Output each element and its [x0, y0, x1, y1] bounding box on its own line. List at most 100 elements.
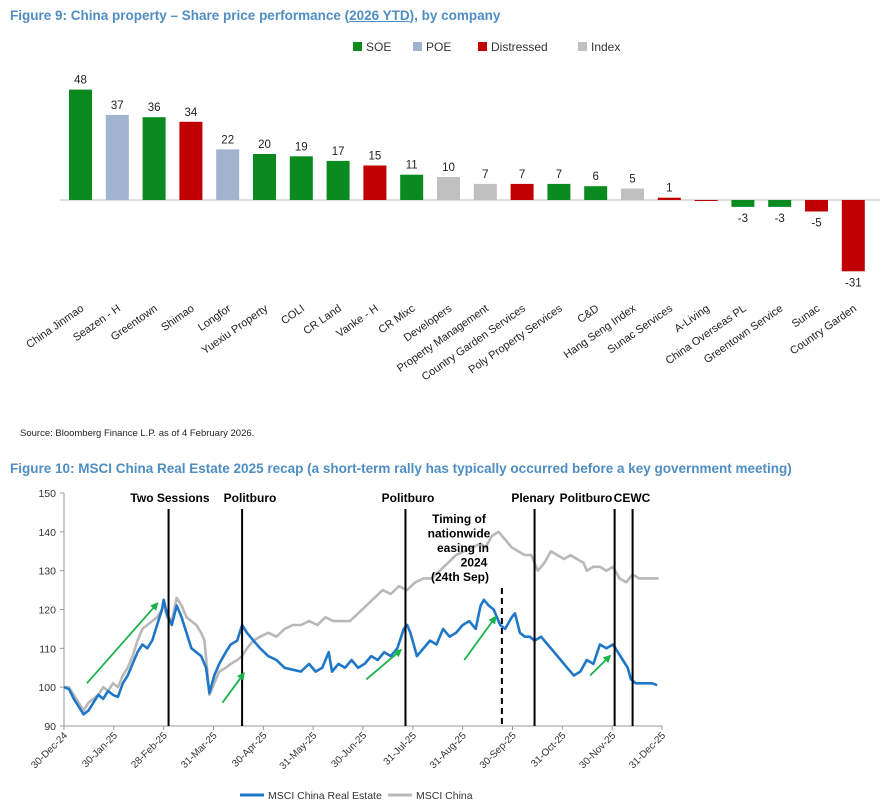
x-tick-label: 30-Nov-25 — [577, 730, 618, 771]
bar-value-label: 15 — [369, 151, 382, 163]
x-tick-label: 30-Sep-25 — [478, 730, 519, 771]
event-label-two-sessions: Two Sessions — [130, 491, 209, 505]
bar-value-label: -5 — [811, 218, 821, 230]
bar-value-label: 22 — [221, 134, 234, 146]
bar-value-label: 36 — [148, 102, 161, 114]
x-tick-label: 31-Dec-25 — [627, 730, 668, 771]
y-tick-label: 130 — [38, 566, 56, 578]
bar-greentown-service — [768, 200, 792, 207]
bar-value-label: 6 — [592, 171, 598, 183]
x-tick-label: 31-May-25 — [278, 730, 320, 772]
legend-label-distressed: Distressed — [491, 40, 548, 54]
bar-chart-legend: SOE POE Distressed Index — [353, 40, 620, 54]
event-label-politburo: Politburo — [224, 491, 277, 505]
legend-swatch-distressed — [478, 42, 487, 51]
bar-value-label: -3 — [738, 213, 748, 225]
y-tick-label: 110 — [39, 643, 56, 655]
rally-arrow — [589, 654, 612, 677]
line-chart-series — [63, 530, 659, 716]
event-label-cewc: CEWC — [614, 491, 651, 505]
bar-greentown — [142, 117, 166, 200]
bar-value-label: 34 — [185, 107, 198, 119]
bar-value-label: 7 — [556, 169, 562, 181]
bar-shimao — [179, 121, 203, 200]
bar-coli — [289, 156, 313, 200]
bar-c-d — [584, 186, 608, 200]
line-chart-legend: MSCI China Real Estate MSCI China — [240, 790, 473, 802]
bar-value-label: 7 — [519, 169, 525, 181]
bar-sunac-services — [657, 197, 681, 200]
series-line-msci-china-real-estate — [63, 598, 658, 716]
bar-value-label: 17 — [332, 146, 345, 158]
easing-annotation-line: nationwide — [428, 527, 491, 541]
bar-china-overseas-pl — [731, 200, 755, 207]
figure-9-title-prefix: Figure 9: China property – Share price p… — [10, 8, 350, 23]
figure-10-title: Figure 10: MSCI China Real Estate 2025 r… — [10, 461, 792, 476]
bar-country-garden — [841, 200, 865, 272]
legend-label-index: Index — [591, 40, 620, 54]
event-label-politburo: Politburo — [382, 491, 435, 505]
y-tick-label: 140 — [38, 527, 56, 539]
legend-label-soe: SOE — [366, 40, 391, 54]
figure-9-source: Source: Bloomberg Finance L.P. as of 4 F… — [20, 428, 255, 439]
bar-property-management — [473, 183, 497, 200]
line-chart-axes: 90 100 110 120 130 140 150 30-Dec-24 30-Jan-25 28… — [29, 488, 668, 772]
easing-annotation-line: Timing of — [432, 512, 487, 526]
bar-yuexiu-property — [253, 154, 276, 200]
x-tick-label: 31-Jul-25 — [382, 730, 420, 768]
bar-developers — [437, 177, 460, 200]
bar-seazen-h — [105, 114, 129, 200]
x-tick-label: 30-Dec-24 — [29, 730, 70, 771]
x-tick-label: 31-Oct-25 — [529, 730, 569, 770]
bar-poly-property-services — [547, 183, 571, 200]
bar-cr-mixc — [400, 174, 424, 200]
bar-vanke-h — [363, 165, 387, 200]
bar-sunac — [805, 200, 828, 212]
bar-value-label: 7 — [482, 169, 488, 181]
rally-arrow — [86, 602, 159, 684]
bar-value-label: -31 — [845, 277, 862, 289]
legend-swatch-soe — [353, 42, 362, 51]
x-tick-label: 31-Mar-25 — [179, 730, 220, 771]
line-chart-events: Two Sessions Politburo Politburo Plenary Pol… — [130, 491, 651, 726]
x-tick-label: 30-Jun-25 — [330, 730, 370, 770]
legend-swatch-index — [578, 42, 587, 51]
figure-9-title: Figure 9: China property – Share price p… — [10, 8, 500, 23]
event-label-plenary: Plenary — [511, 491, 555, 505]
bar-country-garden-services — [510, 183, 534, 200]
bar-hang-seng-index — [621, 188, 644, 200]
bar-value-label: 19 — [295, 141, 308, 153]
bar-cr-land — [326, 160, 350, 200]
legend-label-msci-china-real-estate: MSCI China Real Estate — [268, 790, 382, 802]
x-tick-label: 30-Jan-25 — [80, 730, 120, 770]
rally-arrow — [463, 615, 497, 661]
figure-9-title-ytd: 2026 YTD — [349, 8, 410, 23]
bar-value-label: 37 — [111, 100, 124, 112]
bar-value-label: 48 — [74, 75, 87, 87]
bar-value-label: 20 — [258, 139, 271, 151]
x-tick-label: 28-Feb-25 — [129, 730, 170, 771]
bar-value-label: -3 — [775, 213, 785, 225]
easing-annotation-line: 2024 — [461, 556, 488, 570]
y-tick-label: 150 — [38, 488, 56, 500]
easing-annotation: Timing of nationwide easing in 2024 (24th Se… — [428, 512, 491, 584]
rally-arrow — [221, 671, 245, 704]
series-line-msci-china — [64, 530, 659, 712]
bar-value-label: 1 — [666, 183, 672, 195]
legend-label-msci-china: MSCI China — [416, 790, 473, 802]
x-tick-label: 30-Apr-25 — [230, 730, 270, 770]
easing-annotation-line: (24th Sep) — [431, 570, 489, 584]
x-tick-label: 31-Aug-25 — [428, 730, 469, 771]
bar-value-label: 10 — [442, 162, 455, 174]
rally-arrow — [365, 648, 403, 681]
bar-china-jinmao — [69, 89, 92, 200]
bar-a-living — [694, 200, 718, 201]
y-tick-label: 90 — [44, 721, 56, 733]
bar-value-label: 5 — [629, 174, 635, 186]
line-chart-rally-arrows — [86, 602, 612, 704]
figure-9-title-suffix: ), by company — [409, 8, 501, 23]
legend-swatch-poe — [413, 42, 422, 51]
